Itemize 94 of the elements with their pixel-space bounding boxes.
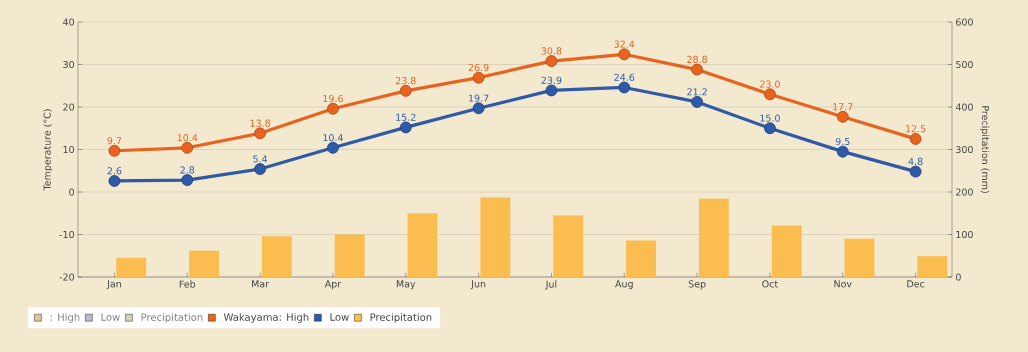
point — [254, 163, 266, 175]
x-tick-label: Jun — [470, 280, 486, 290]
legend-label: Precipitation — [370, 313, 432, 323]
y-tick-label: -20 — [59, 273, 74, 281]
bar — [698, 198, 729, 277]
bar — [480, 197, 511, 277]
y2-tick-label: 400 — [955, 103, 973, 111]
y2-tick-label: 100 — [956, 230, 973, 239]
bar — [844, 238, 875, 277]
point — [691, 63, 703, 76]
y-tick-label: 30 — [63, 60, 74, 69]
text: Precipitation — [141, 313, 203, 323]
point — [691, 96, 703, 108]
point — [618, 48, 631, 61]
bar — [116, 257, 147, 277]
data-label: 10.4 — [177, 134, 198, 142]
legend-label: Low — [330, 313, 349, 321]
y-tick-label: -10 — [59, 230, 74, 239]
x-tick-label: Sep — [688, 280, 706, 290]
x-tick-label: Jul — [545, 280, 557, 290]
data-label: 9.7 — [107, 137, 122, 145]
data-label: 9.5 — [835, 137, 850, 146]
y-tick-label: 0 — [69, 188, 74, 196]
point — [327, 102, 339, 115]
data-label: 23.9 — [541, 76, 562, 84]
data-label: 12.5 — [906, 125, 926, 133]
bar — [407, 213, 438, 277]
y-axis-title: Temperature (°C) — [43, 109, 53, 191]
point — [836, 110, 849, 123]
point — [836, 145, 849, 158]
point — [909, 132, 922, 145]
data-label: 15.2 — [396, 113, 416, 121]
point — [181, 141, 194, 154]
y2-tick-label: 500 — [956, 60, 973, 69]
y2-tick-label: 600 — [956, 18, 973, 26]
x-tick-label: Apr — [324, 280, 342, 290]
y2-tick-label: 200 — [956, 188, 973, 196]
point — [545, 55, 558, 67]
point — [399, 84, 412, 97]
point — [254, 127, 266, 140]
y-tick-label: 40 — [63, 18, 74, 26]
y2-axis-title: Precipitation (mm) — [980, 106, 990, 193]
x-tick-label: Mar — [252, 280, 270, 288]
point — [399, 121, 412, 134]
data-label: 23.8 — [395, 77, 416, 85]
point — [764, 122, 776, 135]
y-tick-label: 20 — [63, 103, 74, 111]
point — [472, 71, 485, 84]
point — [472, 102, 485, 115]
data-label: 4.8 — [908, 157, 923, 166]
data-label: 23.0 — [760, 80, 780, 88]
bar — [553, 215, 584, 277]
point — [327, 141, 339, 154]
data-label: 10.4 — [323, 134, 343, 142]
x-tick-label: Oct — [762, 280, 778, 288]
point — [764, 88, 776, 101]
data-label: 15.0 — [760, 114, 780, 122]
bar — [261, 236, 292, 277]
data-label: 24.6 — [614, 73, 635, 81]
data-label: 5.4 — [253, 155, 268, 163]
y2-tick-label: 0 — [956, 273, 961, 281]
text: Low — [101, 313, 120, 321]
legend-label: Wakayama: High — [223, 313, 309, 323]
point — [108, 175, 121, 187]
bar — [771, 225, 802, 277]
data-label: 13.8 — [250, 119, 271, 127]
point — [545, 84, 558, 97]
y2-tick-label: 300 — [956, 145, 973, 154]
point — [108, 144, 121, 157]
data-label: 19.7 — [469, 94, 489, 102]
data-label: 2.8 — [180, 166, 195, 174]
bar — [626, 240, 656, 277]
data-label: 32.4 — [614, 40, 635, 48]
point — [181, 174, 194, 186]
x-tick-label: Jan — [106, 280, 121, 290]
point — [909, 165, 922, 178]
bar — [334, 234, 365, 277]
data-label: 28.8 — [687, 55, 708, 64]
bar — [189, 250, 219, 277]
point — [618, 81, 631, 94]
text: : High — [50, 313, 80, 323]
x-tick-label: Nov — [834, 280, 852, 288]
data-label: 30.8 — [541, 47, 562, 55]
data-label: 2.6 — [107, 167, 122, 175]
bar — [917, 256, 948, 277]
x-tick-label: May — [396, 280, 416, 290]
x-tick-label: Aug — [615, 280, 633, 290]
y-tick-label: 10 — [63, 145, 74, 154]
x-tick-label: Dec — [907, 280, 925, 288]
data-label: 19.6 — [323, 94, 343, 103]
data-label: 17.7 — [833, 103, 853, 111]
data-label: 26.9 — [468, 63, 489, 72]
data-label: 21.2 — [687, 88, 707, 96]
x-tick-label: Feb — [179, 280, 196, 288]
